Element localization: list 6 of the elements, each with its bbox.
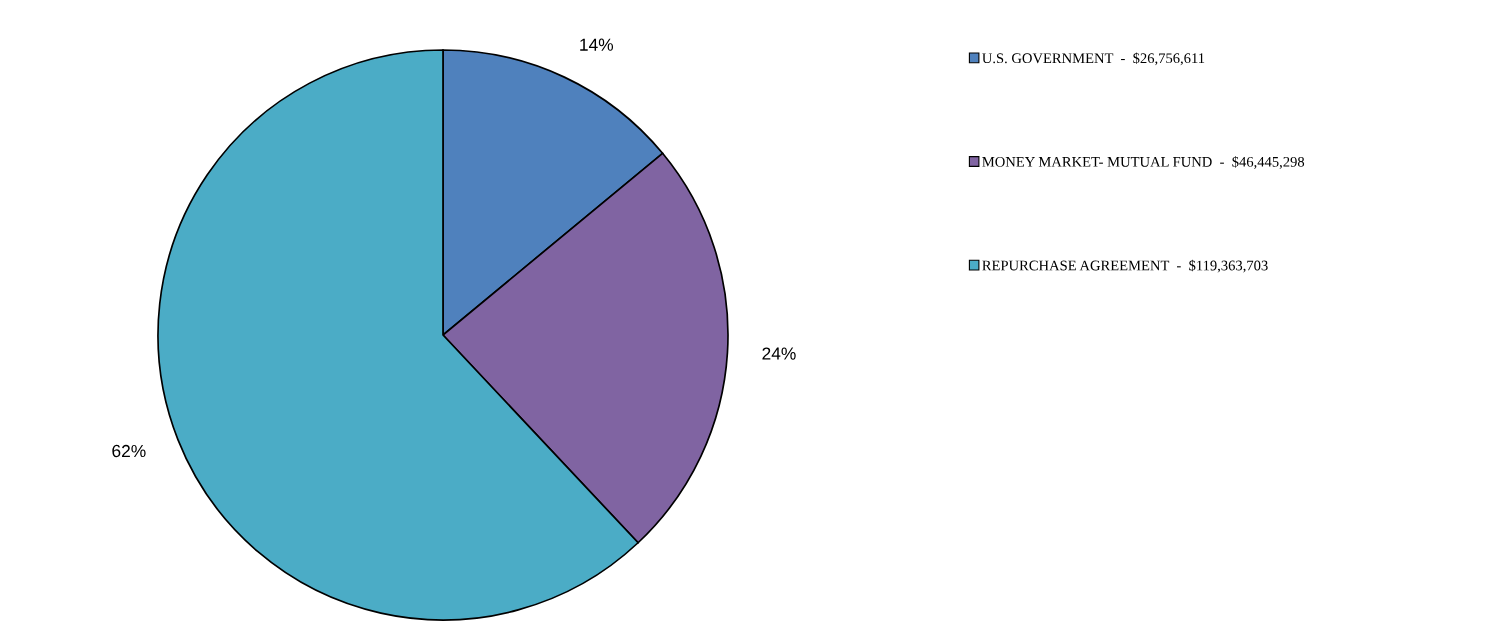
data-label: 24%	[762, 347, 796, 360]
data-label: 14%	[580, 38, 614, 51]
legend-label: MONEY MARKET- MUTUAL FUND - $46,445,298	[982, 156, 1305, 169]
data-label: 62%	[112, 444, 146, 458]
legend-label: REPURCHASE AGREEMENT - $119,363,703	[982, 259, 1268, 273]
legend-label: U.S. GOVERNMENT - $26,756,611	[982, 52, 1205, 66]
